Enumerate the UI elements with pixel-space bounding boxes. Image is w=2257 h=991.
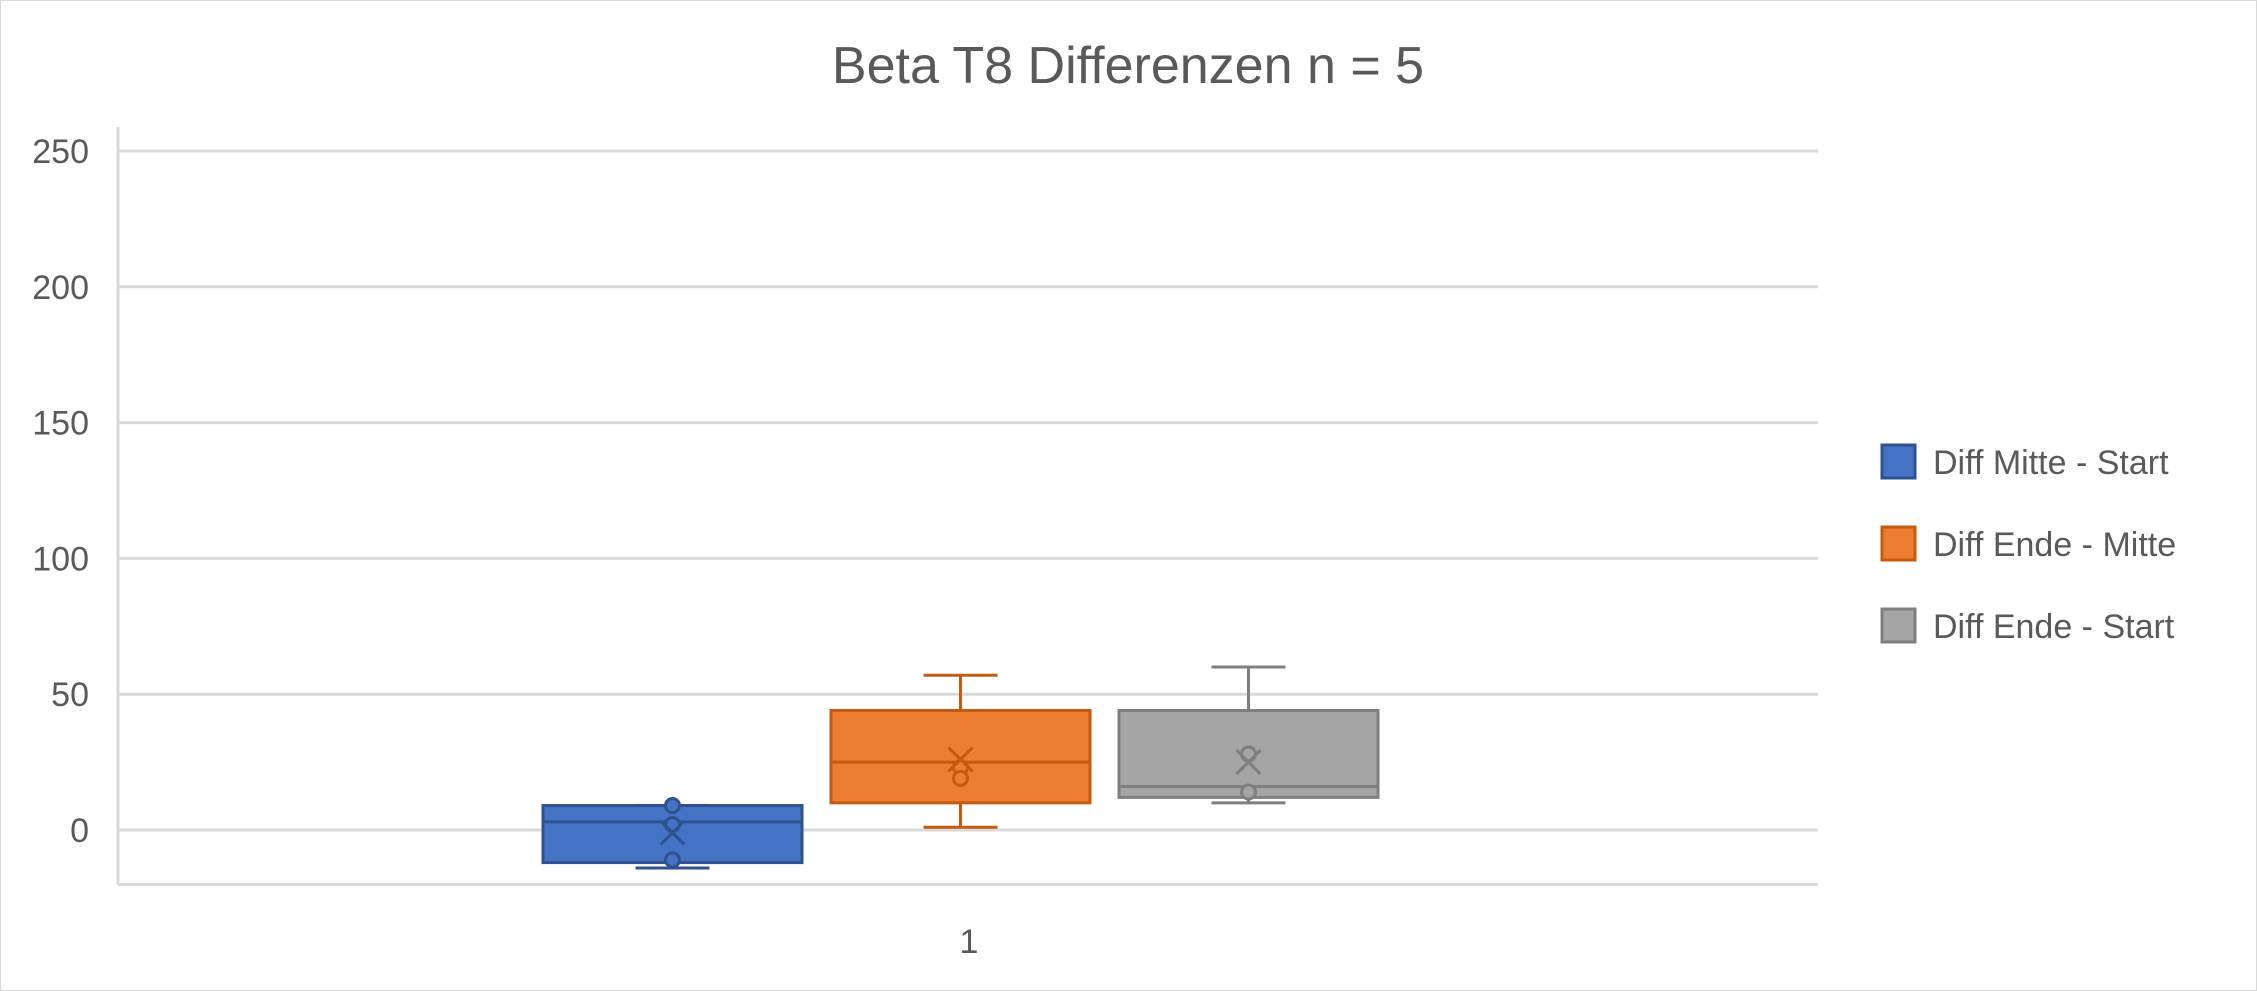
mean-marker xyxy=(947,746,974,773)
y-tick-label: 50 xyxy=(51,676,89,714)
x-axis: 1 xyxy=(960,923,979,961)
legend-swatch xyxy=(1880,607,1917,644)
data-point xyxy=(952,769,969,787)
y-tick-label: 0 xyxy=(70,812,89,850)
y-tick-label: 250 xyxy=(32,133,89,171)
y-tick-label: 100 xyxy=(32,540,89,578)
y-tick-label: 150 xyxy=(32,405,89,443)
legend-label: Diff Ende - Mitte xyxy=(1933,526,2176,564)
box-diff-mitte-start xyxy=(541,797,804,870)
legend-swatch xyxy=(1880,443,1917,480)
y-axis: 0 50 100 150 200 250 xyxy=(32,133,89,850)
mean-marker xyxy=(659,819,686,846)
x-tick-label: 1 xyxy=(960,923,979,961)
mean-marker xyxy=(1235,749,1262,776)
legend-label: Diff Ende - Start xyxy=(1933,608,2175,646)
legend-swatch xyxy=(1880,525,1917,562)
y-tick-label: 200 xyxy=(32,269,89,307)
data-point xyxy=(1240,783,1257,801)
plot-area xyxy=(541,665,1380,870)
gridlines xyxy=(116,127,1818,886)
legend-label: Diff Mitte - Start xyxy=(1933,444,2169,482)
data-point xyxy=(664,797,681,815)
box-body xyxy=(829,708,1092,805)
box-diff-ende-start xyxy=(1117,665,1380,805)
legend: Diff Mitte - Start Diff Ende - Mitte Diff … xyxy=(1880,443,2176,646)
chart-title: Beta T8 Differenzen n = 5 xyxy=(832,37,1424,95)
data-point xyxy=(664,851,681,869)
box-diff-ende-mitte xyxy=(829,673,1092,829)
